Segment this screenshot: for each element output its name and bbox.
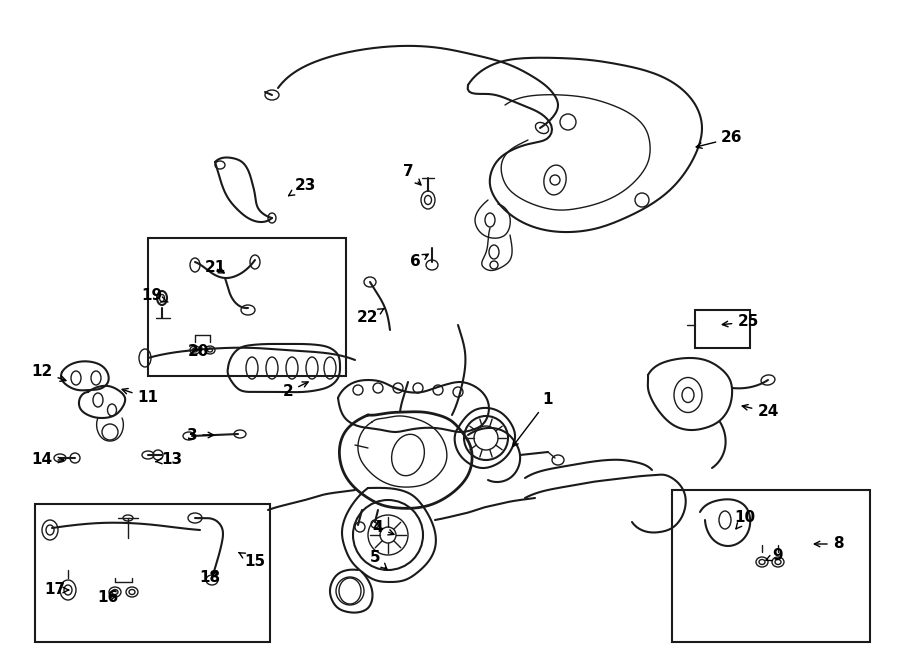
Text: 11: 11 [122, 389, 158, 405]
Text: 20: 20 [187, 344, 209, 360]
Text: 13: 13 [156, 453, 183, 467]
Text: 9: 9 [766, 547, 783, 563]
Text: 17: 17 [44, 582, 68, 598]
Bar [35, 504, 270, 642]
Text: 2: 2 [283, 382, 308, 399]
Text: 5: 5 [370, 551, 387, 569]
Text: 6: 6 [410, 254, 428, 270]
Text: 14: 14 [32, 453, 64, 467]
Bar [695, 310, 750, 348]
Text: 19: 19 [141, 288, 168, 303]
Text: 22: 22 [357, 309, 384, 325]
Bar [672, 490, 870, 642]
Text: 23: 23 [289, 178, 316, 196]
Text: 26: 26 [697, 130, 742, 148]
Text: 25: 25 [723, 315, 759, 329]
Bar [148, 238, 346, 376]
Text: 1: 1 [513, 393, 554, 447]
Text: 4: 4 [373, 520, 394, 535]
Text: 7: 7 [402, 165, 421, 185]
Text: 18: 18 [200, 570, 220, 586]
Text: 10: 10 [734, 510, 756, 529]
Text: 3: 3 [186, 428, 213, 442]
Text: 16: 16 [97, 590, 119, 605]
Text: 24: 24 [742, 405, 778, 420]
Text: 21: 21 [204, 260, 226, 276]
Text: 8: 8 [814, 537, 843, 551]
Text: 15: 15 [239, 553, 266, 570]
Text: 12: 12 [32, 364, 66, 381]
